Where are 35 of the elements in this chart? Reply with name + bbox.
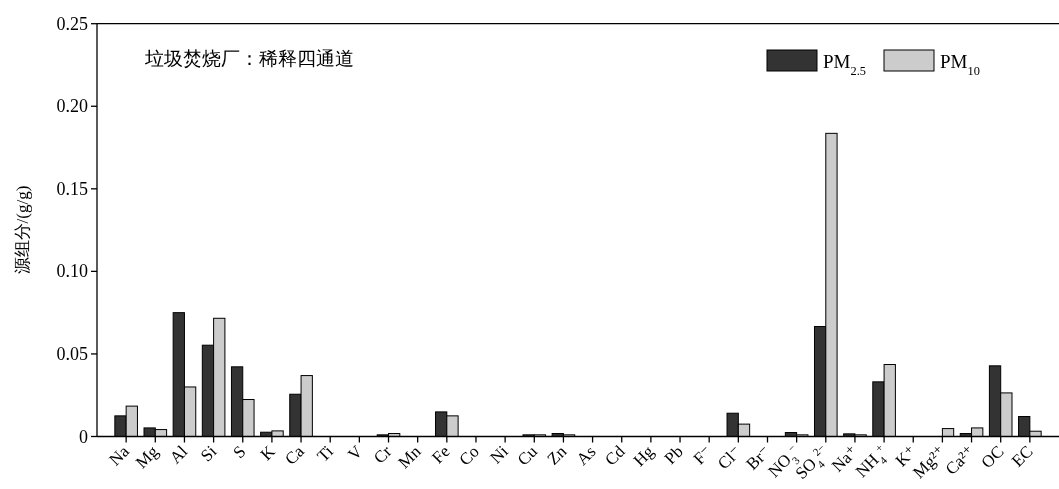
- x-tick-label: Mn: [394, 441, 425, 473]
- x-tick-label: Ni: [486, 441, 513, 468]
- x-tick-label: F⁻: [689, 441, 717, 469]
- y-tick-label: 0.20: [56, 96, 88, 117]
- y-tick-label: 0.25: [56, 13, 88, 34]
- text: 垃圾焚烧厂：稀释四通道: [144, 48, 354, 69]
- x-tick-label: Al: [165, 441, 192, 468]
- x-tick-label: Hg: [629, 441, 659, 471]
- x-tick-label: K: [256, 441, 280, 465]
- x-tick-label: Cr: [369, 441, 396, 468]
- x-tick-label: Co: [455, 441, 483, 470]
- legend-label: PM$_{10}$: [940, 51, 980, 78]
- x-tick-label: Pb: [660, 441, 687, 469]
- x-tick-label: S: [229, 441, 250, 463]
- x-tick-label: Ca: [281, 441, 309, 469]
- y-axis-title: 源组分/(g/g): [13, 185, 32, 275]
- x-tick-label: EC: [1007, 441, 1037, 471]
- x-tick-label: As: [572, 441, 600, 469]
- x-tick-label: Cl⁻: [714, 441, 746, 474]
- x-tick-label: Cd: [601, 441, 629, 470]
- x-tick-label: Ca²⁺: [941, 441, 979, 479]
- y-tick-label: 0.15: [56, 178, 88, 199]
- x-tick-label: Na: [105, 441, 134, 470]
- legend-label: PM$_{2.5}$: [823, 51, 866, 78]
- x-tick-label: V: [344, 441, 367, 465]
- x-tick-label: Ti: [313, 441, 338, 466]
- x-tick-label: OC: [977, 441, 1008, 473]
- x-tick-label: Zn: [543, 441, 571, 469]
- x-tick-label: Cu: [513, 441, 542, 470]
- x-tick-label: Fe: [428, 441, 454, 468]
- y-tick-label: 0.05: [56, 343, 88, 364]
- x-tick-label: Mg: [131, 441, 163, 473]
- y-tick-label: 0.10: [56, 261, 88, 282]
- y-tick-label: 0: [79, 426, 88, 447]
- x-tick-label: Si: [196, 441, 221, 466]
